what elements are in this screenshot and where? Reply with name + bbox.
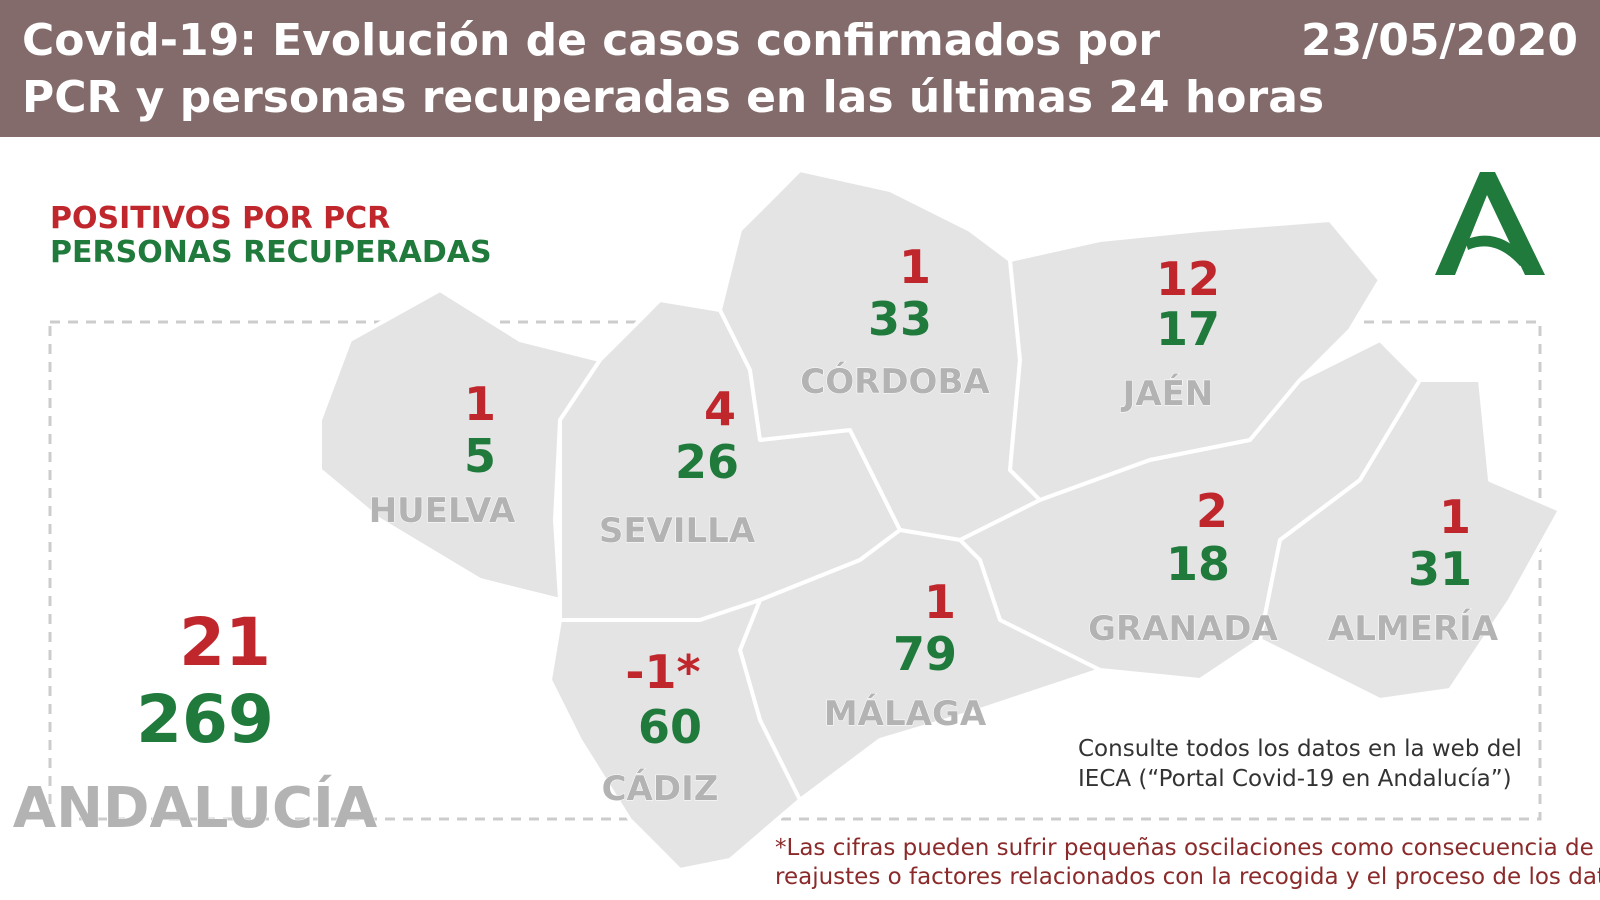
province-positives: 12 bbox=[1156, 252, 1220, 306]
province-name: HUELVA bbox=[369, 491, 516, 531]
province-name: CÁDIZ bbox=[602, 768, 719, 809]
province-name: CÓRDOBA bbox=[800, 361, 990, 402]
footnote: reajustes o factores relacionados con la… bbox=[775, 864, 1600, 890]
total-recovered: 269 bbox=[136, 681, 274, 758]
province-shape bbox=[1258, 378, 1562, 702]
legend-positives: POSITIVOS POR PCR bbox=[50, 201, 390, 236]
province-positives: 4 bbox=[704, 382, 736, 436]
date: 23/05/2020 bbox=[1301, 15, 1578, 66]
province-name: SEVILLA bbox=[599, 511, 756, 551]
province-positives: 1 bbox=[899, 240, 931, 294]
title-line: Covid-19: Evolución de casos confirmados… bbox=[22, 15, 1160, 66]
logo bbox=[1465, 235, 1530, 266]
province-recovered: 79 bbox=[893, 627, 957, 681]
map bbox=[318, 168, 1562, 872]
province-positives: -1* bbox=[625, 645, 700, 699]
province-name: GRANADA bbox=[1088, 609, 1278, 649]
logo bbox=[1435, 172, 1545, 275]
province-shape bbox=[548, 598, 802, 872]
province-recovered: 18 bbox=[1166, 537, 1230, 591]
note: IECA (“Portal Covid-19 en Andalucía”) bbox=[1078, 766, 1512, 792]
legend-recovered: PERSONAS RECUPERADAS bbox=[50, 235, 492, 270]
total-name: ANDALUCÍA bbox=[13, 775, 378, 841]
province-positives: 1 bbox=[1439, 490, 1471, 544]
province-positives: 2 bbox=[1196, 484, 1228, 538]
province-recovered: 5 bbox=[464, 429, 496, 483]
title-line: PCR y personas recuperadas en las última… bbox=[22, 72, 1324, 123]
province-recovered: 33 bbox=[868, 292, 932, 346]
note: Consulte todos los datos en la web del bbox=[1078, 736, 1522, 762]
province-recovered: 31 bbox=[1408, 542, 1472, 596]
province-positives: 1 bbox=[924, 575, 956, 629]
province-recovered: 17 bbox=[1156, 302, 1220, 356]
province-name: MÁLAGA bbox=[824, 693, 987, 734]
province-name: JAÉN bbox=[1121, 373, 1214, 414]
footnote: *Las cifras pueden sufrir pequeñas oscil… bbox=[775, 835, 1594, 861]
province-name: ALMERÍA bbox=[1328, 608, 1499, 649]
province-recovered: 26 bbox=[675, 435, 739, 489]
total-positives: 21 bbox=[179, 604, 271, 681]
province-positives: 1 bbox=[464, 377, 496, 431]
province-recovered: 60 bbox=[638, 700, 702, 754]
province-shape bbox=[318, 288, 602, 602]
header-bar bbox=[0, 0, 1600, 137]
